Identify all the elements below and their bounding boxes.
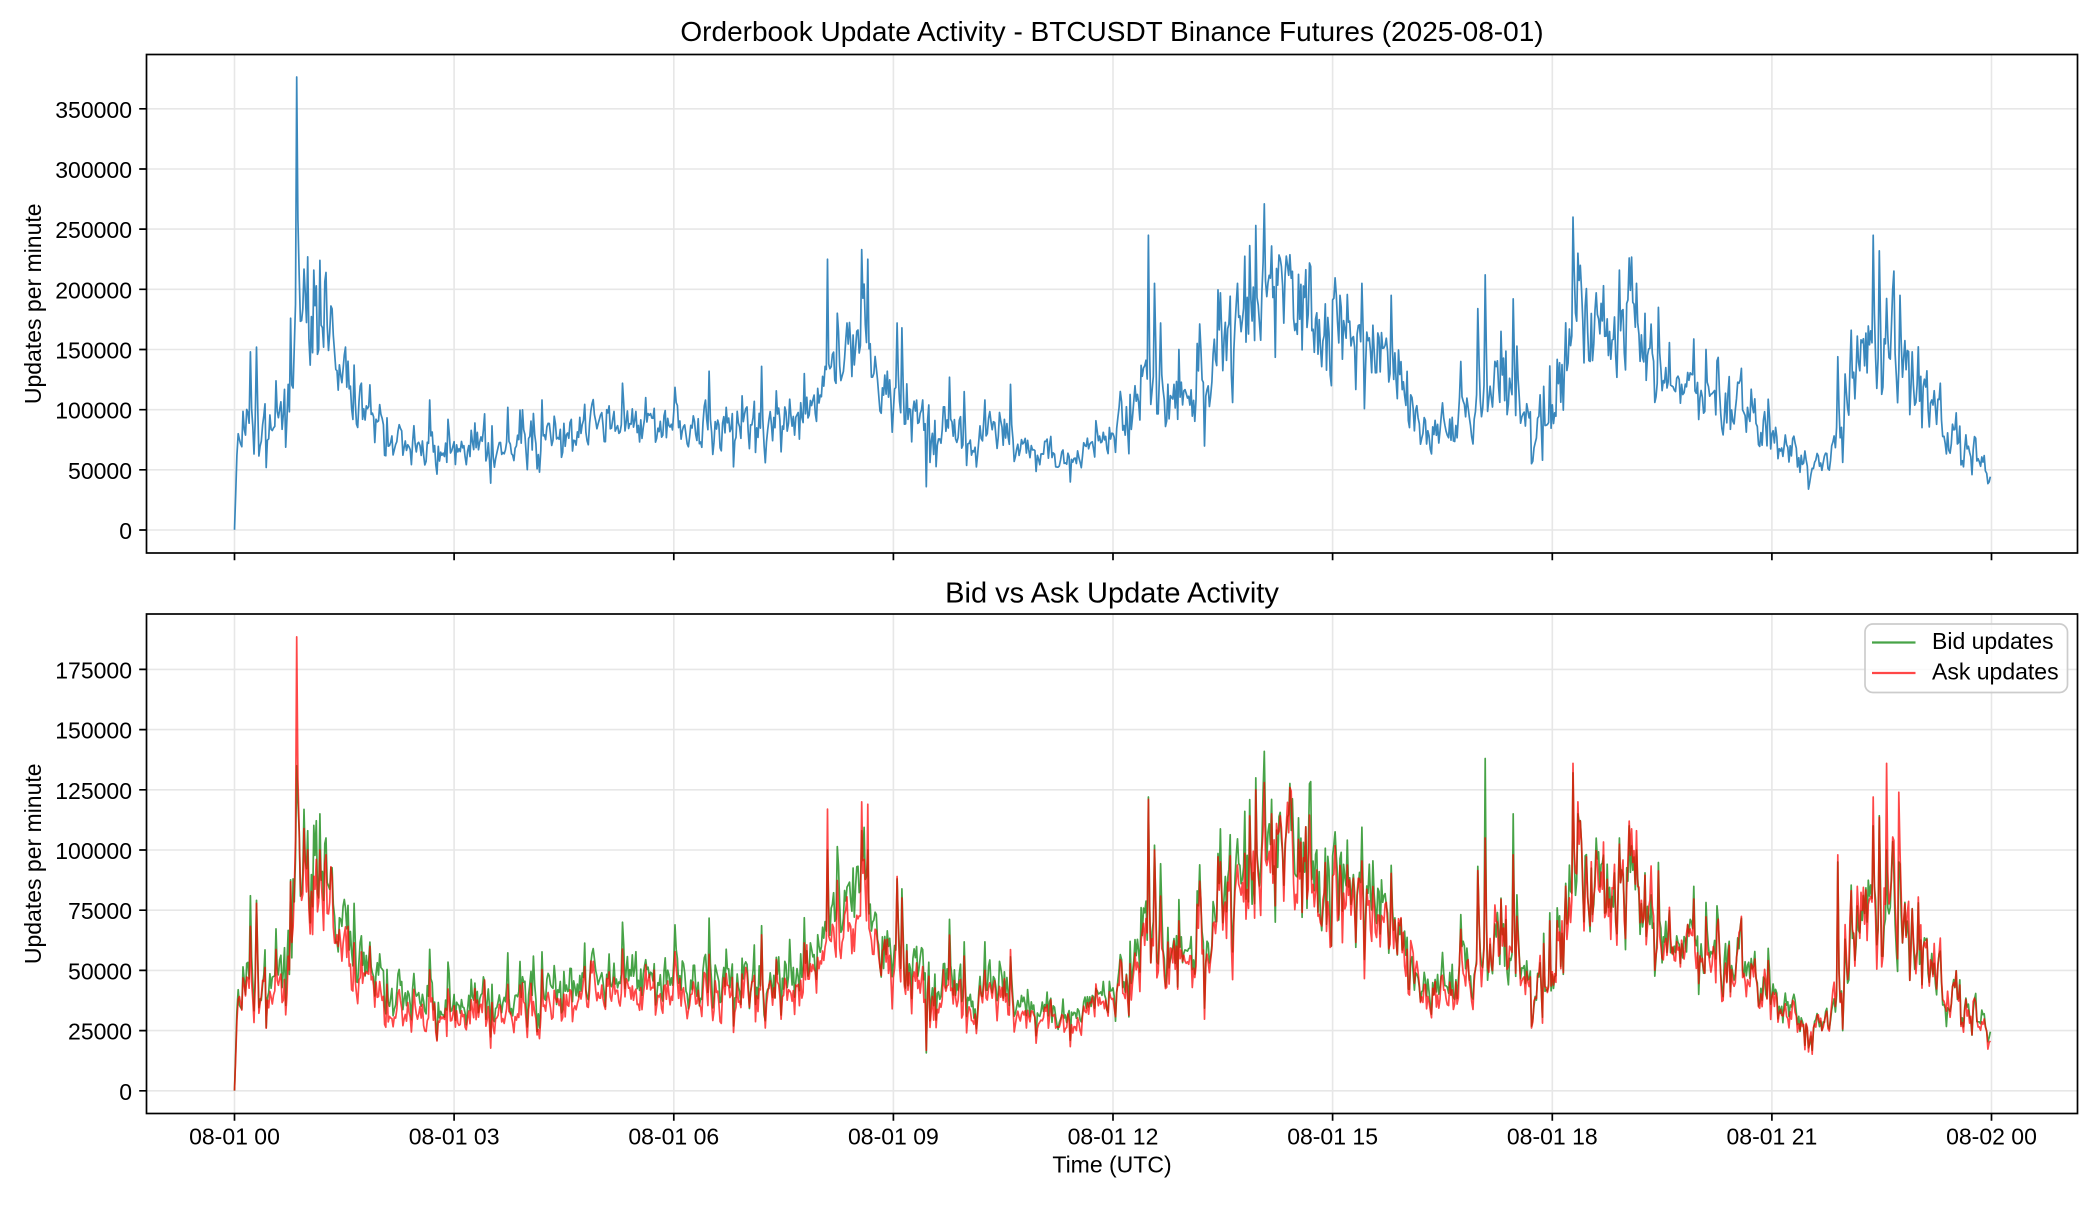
svg-text:08-01 21: 08-01 21 bbox=[1726, 1124, 1817, 1150]
svg-text:08-01 12: 08-01 12 bbox=[1068, 1124, 1159, 1150]
svg-text:08-01 03: 08-01 03 bbox=[409, 1124, 500, 1150]
svg-text:Updates per minute: Updates per minute bbox=[20, 203, 46, 404]
svg-text:Bid vs Ask Update Activity: Bid vs Ask Update Activity bbox=[945, 578, 1279, 610]
svg-text:08-01 09: 08-01 09 bbox=[848, 1124, 939, 1150]
svg-text:Bid updates: Bid updates bbox=[1932, 628, 2053, 654]
svg-text:125000: 125000 bbox=[55, 778, 132, 804]
svg-text:Orderbook Update Activity - BT: Orderbook Update Activity - BTCUSDT Bina… bbox=[680, 16, 1543, 47]
svg-text:08-01 15: 08-01 15 bbox=[1287, 1124, 1378, 1150]
svg-text:08-01 06: 08-01 06 bbox=[628, 1124, 719, 1150]
svg-text:0: 0 bbox=[119, 518, 132, 544]
svg-text:250000: 250000 bbox=[55, 217, 132, 243]
svg-text:Time (UTC): Time (UTC) bbox=[1052, 1152, 1171, 1178]
svg-text:175000: 175000 bbox=[55, 657, 132, 683]
svg-text:100000: 100000 bbox=[55, 398, 132, 424]
svg-text:75000: 75000 bbox=[68, 898, 132, 924]
svg-text:0: 0 bbox=[119, 1079, 132, 1105]
svg-text:50000: 50000 bbox=[68, 458, 132, 484]
svg-text:08-01 18: 08-01 18 bbox=[1507, 1124, 1598, 1150]
svg-text:08-01 00: 08-01 00 bbox=[189, 1124, 280, 1150]
svg-text:150000: 150000 bbox=[55, 718, 132, 744]
svg-text:25000: 25000 bbox=[68, 1019, 132, 1045]
svg-text:350000: 350000 bbox=[55, 97, 132, 123]
svg-text:300000: 300000 bbox=[55, 157, 132, 183]
svg-text:Updates per minute: Updates per minute bbox=[20, 763, 46, 964]
svg-text:100000: 100000 bbox=[55, 838, 132, 864]
svg-text:150000: 150000 bbox=[55, 338, 132, 364]
svg-text:50000: 50000 bbox=[68, 958, 132, 984]
svg-text:200000: 200000 bbox=[55, 277, 132, 303]
svg-text:Ask updates: Ask updates bbox=[1932, 659, 2059, 685]
svg-text:08-02 00: 08-02 00 bbox=[1946, 1124, 2037, 1150]
